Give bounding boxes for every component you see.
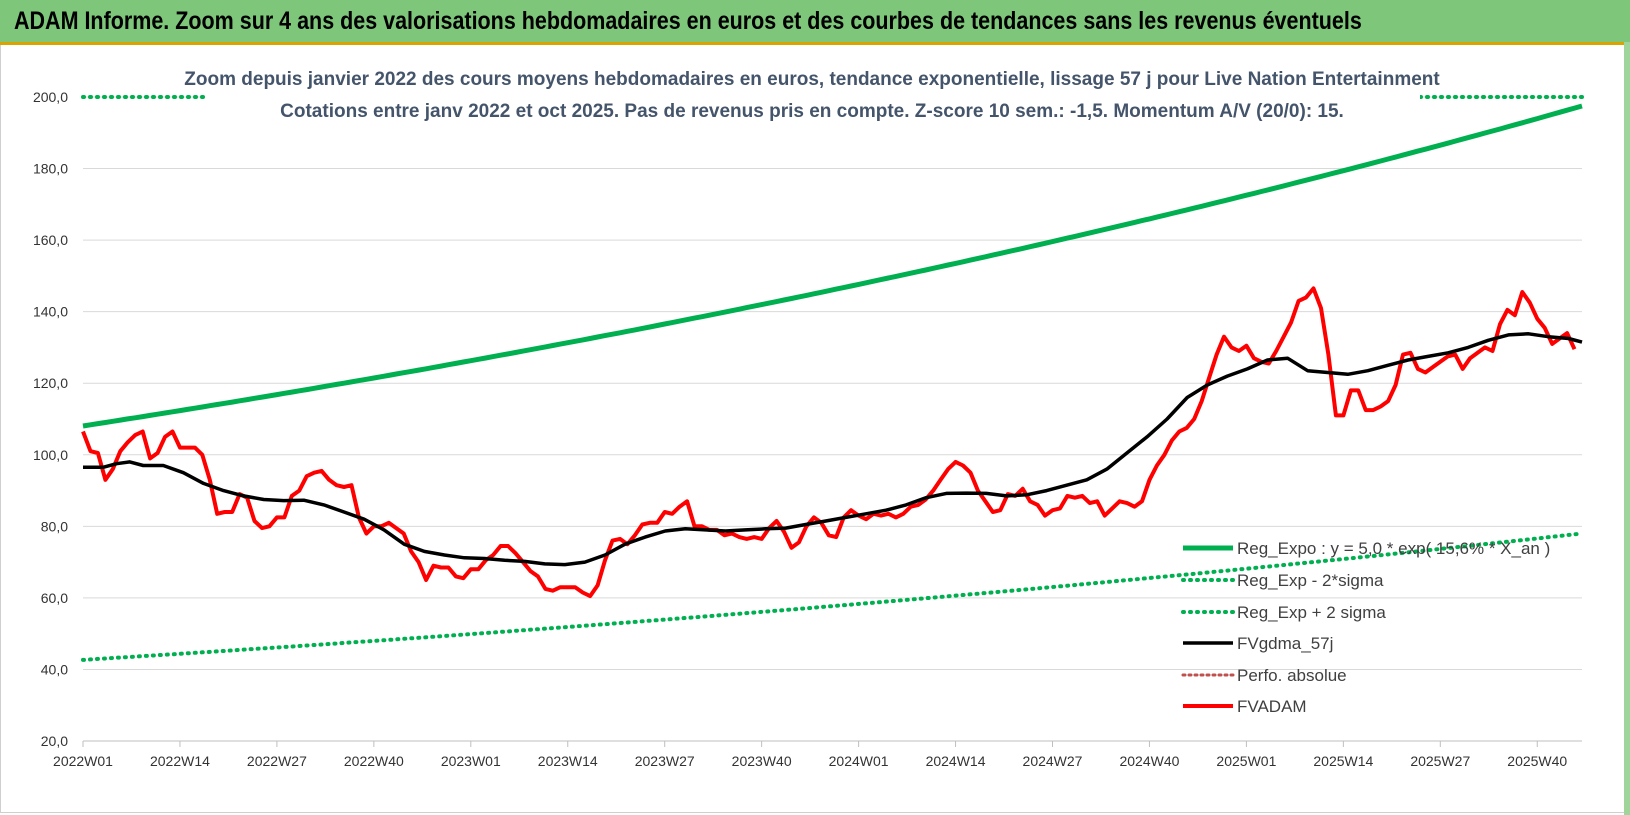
x-tick-label: 2023W01 — [441, 753, 501, 769]
y-tick-label: 20,0 — [41, 733, 68, 749]
x-tick-label: 2022W40 — [344, 753, 404, 769]
x-tick-label: 2025W14 — [1313, 753, 1373, 769]
x-tick-label: 2025W27 — [1410, 753, 1470, 769]
report-header: ADAM Informe. Zoom sur 4 ans des valoris… — [0, 0, 1630, 45]
legend-label-5: FVADAM — [1237, 697, 1307, 716]
x-tick-label: 2025W40 — [1507, 753, 1567, 769]
y-axis: 20,0 40,0 60,0 80,0 100,0 120,0 140,0 160,0 180,… — [33, 89, 68, 749]
fvadam-line — [81, 286, 1577, 599]
x-tick-label: 2024W14 — [926, 753, 986, 769]
x-tick-label: 2024W40 — [1119, 753, 1179, 769]
y-tick-label: 100,0 — [33, 447, 68, 463]
x-tick-label: 2022W01 — [53, 753, 113, 769]
y-tick-label: 120,0 — [33, 375, 68, 391]
chart-title: Zoom depuis janvier 2022 des cours moyen… — [184, 69, 1440, 90]
x-tick-label: 2022W27 — [247, 753, 307, 769]
reg-expo-line — [82, 103, 1583, 429]
y-tick-label: 140,0 — [33, 304, 68, 320]
reg-exp-minus-2sigma-line — [81, 531, 1584, 662]
y-tick-label: 180,0 — [33, 161, 68, 177]
fvgdma-57j-line — [83, 332, 1583, 567]
x-tick-label: 2023W14 — [538, 753, 598, 769]
y-tick-label: 60,0 — [41, 590, 68, 606]
chart-subtitle: Cotations entre janv 2022 et oct 2025. P… — [280, 101, 1344, 122]
legend-label-3: FVgdma_57j — [1237, 634, 1333, 653]
title-background — [205, 62, 1420, 128]
y-tick-label: 80,0 — [41, 518, 68, 534]
legend-label-4: Perfo. absolue — [1237, 666, 1347, 685]
legend-label-1: Reg_Exp - 2*sigma — [1237, 571, 1384, 590]
legend-label-0: Reg_Expo : y = 5,0 * exp( 15,6% * X_an ) — [1237, 539, 1550, 558]
right-edge-strip — [1624, 42, 1630, 815]
y-tick-label: 160,0 — [33, 232, 68, 248]
x-axis: 2022W01 2022W14 2022W27 2022W40 2023W01 2023W… — [53, 740, 1582, 769]
y-tick-label: 200,0 — [33, 89, 68, 105]
x-tick-label: 2023W40 — [732, 753, 792, 769]
y-tick-label: 40,0 — [41, 661, 68, 677]
x-tick-label: 2022W14 — [150, 753, 210, 769]
x-tick-label: 2023W27 — [635, 753, 695, 769]
legend-label-2: Reg_Exp + 2 sigma — [1237, 603, 1386, 622]
x-tick-label: 2024W01 — [829, 753, 889, 769]
report-title: ADAM Informe. Zoom sur 4 ans des valoris… — [14, 7, 1362, 35]
legend: Reg_Expo : y = 5,0 * exp( 15,6% * X_an )… — [1181, 539, 1550, 716]
x-tick-label: 2025W01 — [1216, 753, 1276, 769]
x-tick-label: 2024W27 — [1023, 753, 1083, 769]
